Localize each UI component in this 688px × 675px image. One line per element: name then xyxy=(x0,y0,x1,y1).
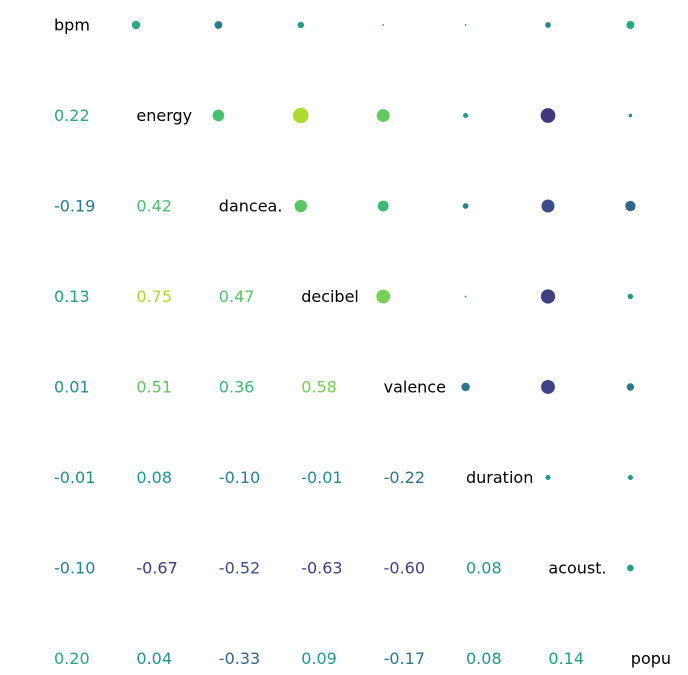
correlation-value-r4-c1: 0.51 xyxy=(136,378,172,397)
correlation-dot-r1-c7 xyxy=(628,113,633,118)
correlation-dot-r2-c5 xyxy=(462,203,469,209)
correlation-dot-r3-c5 xyxy=(464,295,467,298)
correlation-value-r7-c6: 0.14 xyxy=(548,649,584,668)
variable-label-2: dancea. xyxy=(219,197,283,216)
correlation-value-r7-c3: 0.09 xyxy=(301,649,337,668)
correlation-dot-r1-c3 xyxy=(293,107,309,124)
correlation-dot-r0-c6 xyxy=(545,22,551,28)
correlation-dot-r5-c6 xyxy=(545,474,551,481)
correlation-value-r5-c1: 0.08 xyxy=(136,468,172,487)
correlation-dot-r4-c5 xyxy=(461,382,470,392)
correlation-value-r3-c1: 0.75 xyxy=(136,287,172,306)
correlation-dot-r0-c4 xyxy=(382,24,385,26)
variable-label-6: acoust. xyxy=(548,559,606,578)
correlation-dot-r1-c4 xyxy=(376,109,390,122)
variable-label-1: energy xyxy=(136,106,192,125)
correlation-value-r7-c1: 0.04 xyxy=(136,649,172,668)
correlation-dot-r4-c6 xyxy=(541,380,555,394)
correlation-value-r7-c2: -0.33 xyxy=(219,649,260,668)
correlation-value-r5-c4: -0.22 xyxy=(384,468,425,487)
correlation-dot-r3-c7 xyxy=(627,293,634,300)
correlation-value-r7-c0: 0.20 xyxy=(54,649,90,668)
correlation-value-r5-c3: -0.01 xyxy=(301,468,342,487)
correlation-dot-r2-c7 xyxy=(625,200,636,212)
variable-label-7: popu xyxy=(631,649,671,668)
variable-label-5: duration xyxy=(466,468,533,487)
correlation-dot-r1-c5 xyxy=(463,112,469,119)
correlation-value-r7-c4: -0.17 xyxy=(384,649,425,668)
correlation-value-r7-c5: 0.08 xyxy=(466,649,502,668)
correlation-dot-r5-c7 xyxy=(627,474,633,481)
correlation-dot-r4-c7 xyxy=(626,383,635,391)
correlation-value-r6-c4: -0.60 xyxy=(384,559,425,578)
correlation-dot-r2-c6 xyxy=(541,199,555,213)
correlation-value-r2-c0: -0.19 xyxy=(54,197,95,216)
correlation-value-r3-c0: 0.13 xyxy=(54,287,90,306)
correlation-value-r4-c3: 0.58 xyxy=(301,378,337,397)
correlation-value-r6-c0: -0.10 xyxy=(54,559,95,578)
correlation-value-r3-c2: 0.47 xyxy=(219,287,255,306)
correlation-dot-r0-c3 xyxy=(297,21,305,29)
correlation-dot-r0-c2 xyxy=(214,21,223,29)
variable-label-4: valence xyxy=(384,378,446,397)
correlation-dot-r1-c2 xyxy=(212,109,225,122)
correlation-value-r6-c5: 0.08 xyxy=(466,559,502,578)
correlation-value-r6-c2: -0.52 xyxy=(219,559,260,578)
correlation-value-r4-c2: 0.36 xyxy=(219,378,255,397)
correlation-value-r2-c1: 0.42 xyxy=(136,197,172,216)
correlation-dot-r0-c7 xyxy=(626,20,635,30)
correlation-value-r6-c3: -0.63 xyxy=(301,559,342,578)
correlation-dot-r2-c4 xyxy=(377,200,389,212)
correlation-value-r5-c2: -0.10 xyxy=(219,468,260,487)
correlation-dot-r2-c3 xyxy=(294,199,307,213)
correlation-value-r1-c0: 0.22 xyxy=(54,106,90,125)
correlation-dot-r3-c4 xyxy=(376,289,391,304)
variable-label-3: decibel xyxy=(301,287,359,306)
correlation-dot-r0-c5 xyxy=(464,24,467,26)
correlation-value-r4-c0: 0.01 xyxy=(54,378,90,397)
correlation-dot-r6-c7 xyxy=(627,564,634,572)
correlation-value-r5-c0: -0.01 xyxy=(54,468,95,487)
correlation-value-r6-c1: -0.67 xyxy=(136,559,177,578)
variable-label-0: bpm xyxy=(54,16,90,35)
correlation-dot-r3-c6 xyxy=(540,289,556,304)
correlation-dot-r0-c1 xyxy=(131,20,141,30)
correlation-dot-r1-c6 xyxy=(540,108,556,123)
